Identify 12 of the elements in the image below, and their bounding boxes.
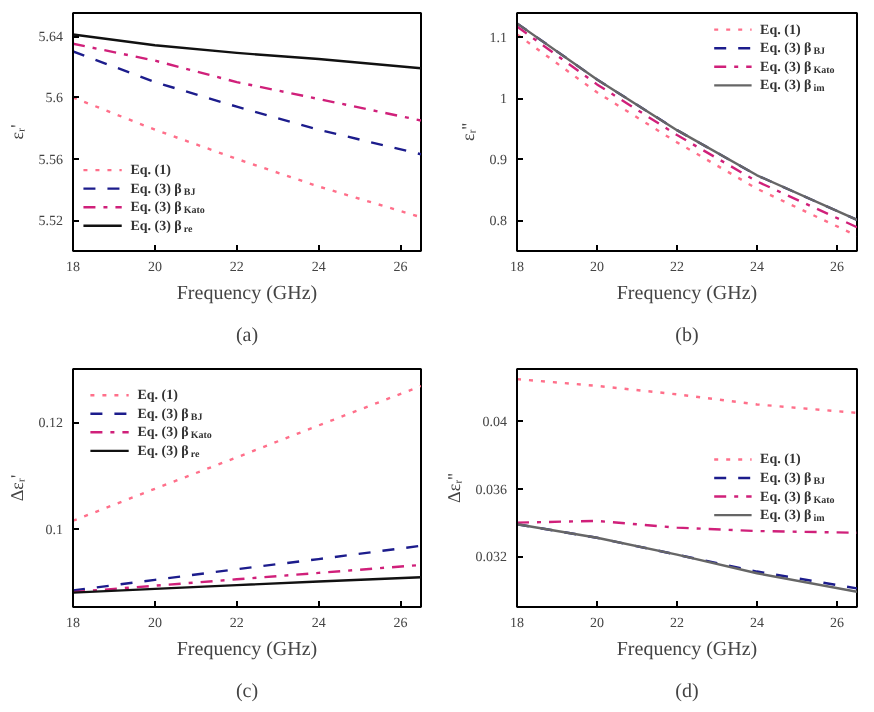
x-axis-title: Frequency (GHz): [616, 283, 758, 305]
x-axis-title: Frequency (GHz): [176, 639, 318, 661]
y-axis-title: εᵣ': [6, 123, 27, 140]
y-axis-title: Δεᵣ'': [443, 472, 464, 503]
text: (b): [675, 325, 699, 347]
text: (d): [675, 681, 699, 703]
text: (a): [235, 325, 259, 347]
text: (c): [235, 681, 259, 703]
x-axis-title: Frequency (GHz): [176, 283, 318, 305]
y-axis-title: Δεᵣ': [6, 473, 27, 502]
x-axis-title: Frequency (GHz): [616, 639, 758, 661]
y-axis-title: εᵣ'': [457, 122, 478, 142]
